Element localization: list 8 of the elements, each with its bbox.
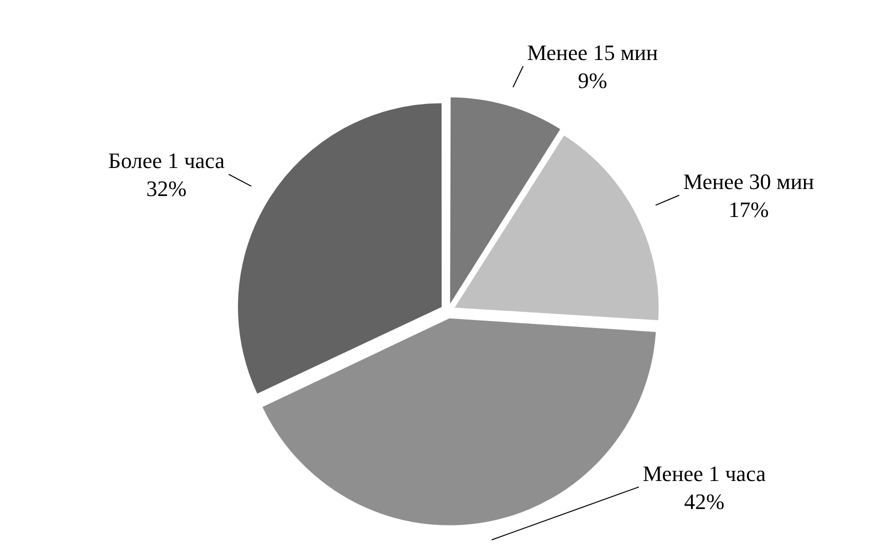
slice-label: Менее 1 часа [642,460,766,486]
slice-label: Менее 30 мин [683,169,814,194]
slice-label: Более 1 часа [108,148,225,174]
data-label: 32% [146,176,187,202]
data-label: 9% [578,68,608,93]
slice-label: Менее 15 мин [527,40,658,65]
data-label: 42% [684,488,724,514]
data-label: 17% [728,197,769,222]
